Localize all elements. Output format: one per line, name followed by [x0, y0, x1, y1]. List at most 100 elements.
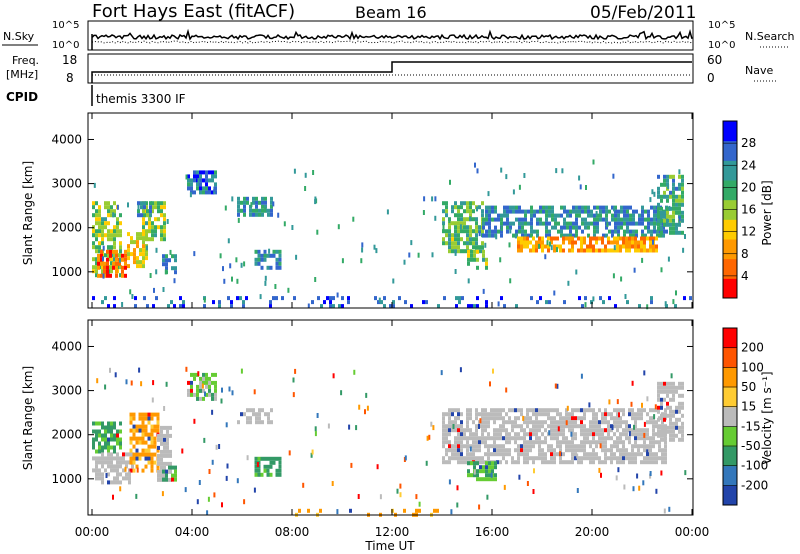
heatmap-cell	[538, 436, 541, 441]
heatmap-cell	[523, 244, 526, 249]
heatmap-cell	[553, 456, 556, 461]
nave-label: Nave	[745, 64, 773, 77]
heatmap-cell	[595, 211, 598, 216]
heatmap-cell	[529, 408, 532, 413]
heatmap-cell	[681, 178, 684, 183]
heatmap-cell	[466, 416, 469, 421]
heatmap-cell	[237, 200, 240, 205]
heatmap-cell	[672, 222, 675, 227]
heatmap-cell	[243, 412, 246, 417]
heatmap-cell	[124, 261, 127, 266]
heatmap-cell	[119, 241, 122, 246]
heatmap-cell	[102, 273, 105, 279]
heatmap-cell	[426, 435, 429, 441]
heatmap-cell	[119, 460, 122, 465]
heatmap-cell	[408, 252, 411, 258]
heatmap-cell	[644, 225, 647, 230]
x-tick-label: 00:00	[75, 525, 110, 539]
heatmap-cell	[147, 416, 151, 421]
heatmap-cell	[127, 232, 130, 237]
heatmap-cell	[663, 389, 666, 394]
heatmap-cell	[587, 225, 590, 230]
heatmap-cell	[584, 221, 587, 226]
heatmap-cell	[482, 249, 485, 254]
heatmap-cell	[104, 384, 107, 390]
heatmap-cell	[219, 253, 222, 259]
heatmap-cell	[532, 248, 535, 253]
heatmap-cell	[571, 460, 574, 465]
heatmap-cell	[171, 254, 174, 259]
heatmap-cell	[100, 273, 103, 278]
heatmap-cell	[600, 472, 602, 478]
heatmap-cell	[681, 433, 684, 438]
heatmap-cell	[511, 460, 514, 465]
heatmap-cell	[197, 178, 200, 184]
heatmap-cell	[152, 380, 155, 386]
heatmap-cell	[515, 205, 518, 210]
heatmap-cell	[138, 416, 142, 421]
heatmap-cell	[493, 432, 496, 437]
heatmap-cell	[592, 456, 595, 461]
heatmap-cell	[122, 460, 125, 465]
heatmap-cell	[152, 304, 155, 309]
heatmap-cell	[499, 460, 502, 465]
heatmap-cell	[487, 432, 490, 437]
heatmap-cell	[263, 249, 267, 254]
heatmap-cell	[157, 437, 160, 442]
heatmap-cell	[553, 290, 556, 296]
heatmap-cell	[646, 396, 649, 402]
heatmap-cell	[165, 254, 168, 259]
heatmap-cell	[145, 229, 148, 234]
heatmap-cell	[672, 389, 675, 394]
heatmap-cell	[138, 424, 142, 429]
heatmap-cell	[104, 456, 107, 461]
heatmap-cell	[672, 226, 675, 231]
heatmap-cell	[466, 201, 469, 206]
heatmap-cell	[535, 420, 538, 425]
heatmap-cell	[450, 509, 453, 515]
heatmap-cell	[496, 416, 499, 421]
heatmap-cell	[650, 221, 653, 226]
heatmap-cell	[212, 300, 215, 305]
heatmap-cell	[476, 473, 479, 478]
heatmap-cell	[155, 269, 158, 275]
heatmap-cell	[631, 236, 634, 241]
heatmap-cell	[153, 444, 157, 449]
heatmap-cell	[96, 378, 99, 384]
heatmap-cell	[506, 213, 509, 218]
heatmap-cell	[538, 420, 541, 425]
heatmap-cell	[451, 237, 454, 242]
heatmap-cell	[623, 221, 626, 226]
heatmap-cell	[133, 240, 136, 245]
heatmap-cell	[95, 233, 98, 238]
heatmap-cell	[517, 416, 520, 421]
heatmap-cell	[500, 167, 503, 173]
heatmap-cell	[331, 481, 334, 486]
heatmap-cell	[116, 452, 119, 457]
heatmap-cell	[488, 209, 491, 214]
heatmap-cell	[675, 425, 678, 430]
heatmap-cell	[675, 405, 678, 410]
heatmap-cell	[530, 296, 533, 301]
y-tick-label: 3000	[51, 384, 82, 398]
heatmap-cell	[527, 221, 530, 226]
heatmap-cell	[658, 456, 661, 461]
heatmap-cell	[199, 384, 202, 389]
heatmap-cell	[225, 422, 228, 428]
heatmap-cell	[92, 245, 95, 250]
heatmap-cell	[104, 445, 107, 450]
heatmap-cell	[641, 205, 644, 210]
heatmap-cell	[266, 468, 270, 473]
heatmap-cell	[592, 428, 595, 433]
cpid-value: themis 3300 IF	[96, 92, 186, 106]
heatmap-cell	[569, 221, 572, 226]
heatmap-cell	[614, 304, 617, 309]
heatmap-cell	[669, 174, 672, 179]
heatmap-cell	[595, 240, 598, 245]
heatmap-cell	[484, 452, 487, 457]
heatmap-cell	[237, 420, 240, 425]
heatmap-cell	[592, 236, 595, 241]
heatmap-cell	[472, 452, 475, 457]
heatmap-cell	[482, 469, 485, 474]
heatmap-cell	[275, 261, 279, 266]
